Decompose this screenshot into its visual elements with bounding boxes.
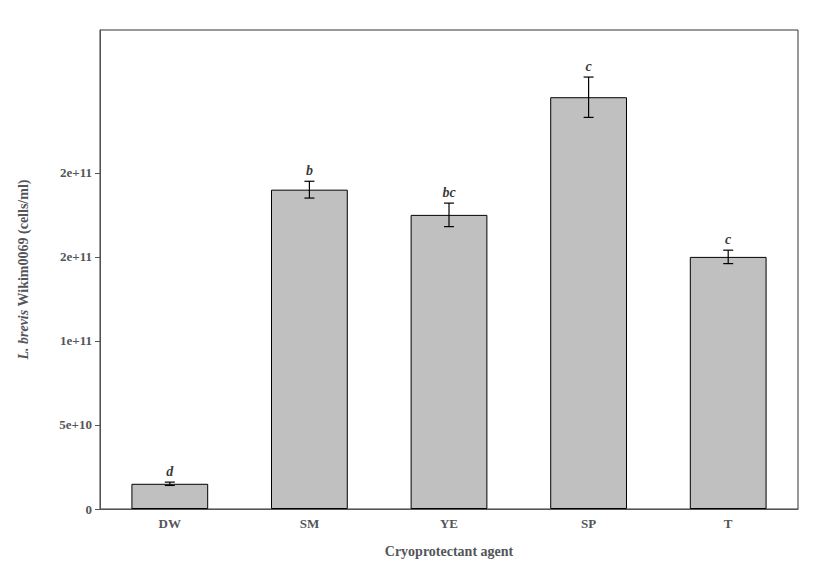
svg-text:YE: YE [440, 516, 458, 531]
svg-text:b: b [306, 163, 313, 178]
svg-text:c: c [725, 232, 732, 247]
svg-text:T: T [724, 516, 733, 531]
svg-text:L. brevis: L. brevis [16, 309, 31, 360]
svg-text:5e+10: 5e+10 [59, 417, 92, 432]
svg-text:2e+11: 2e+11 [60, 249, 92, 264]
svg-text:bc: bc [442, 185, 456, 200]
svg-text:c: c [585, 59, 592, 74]
svg-text:Wikim0069 (cells/ml): Wikim0069 (cells/ml) [16, 179, 32, 309]
svg-text:1e+11: 1e+11 [60, 333, 92, 348]
svg-text:SP: SP [581, 516, 596, 531]
svg-text:d: d [166, 464, 174, 479]
svg-text:0: 0 [86, 502, 93, 517]
svg-text:2e+11: 2e+11 [60, 165, 92, 180]
svg-text:DW: DW [159, 516, 181, 531]
svg-text:Cryoprotectant agent: Cryoprotectant agent [385, 544, 514, 559]
svg-text:SM: SM [300, 516, 320, 531]
